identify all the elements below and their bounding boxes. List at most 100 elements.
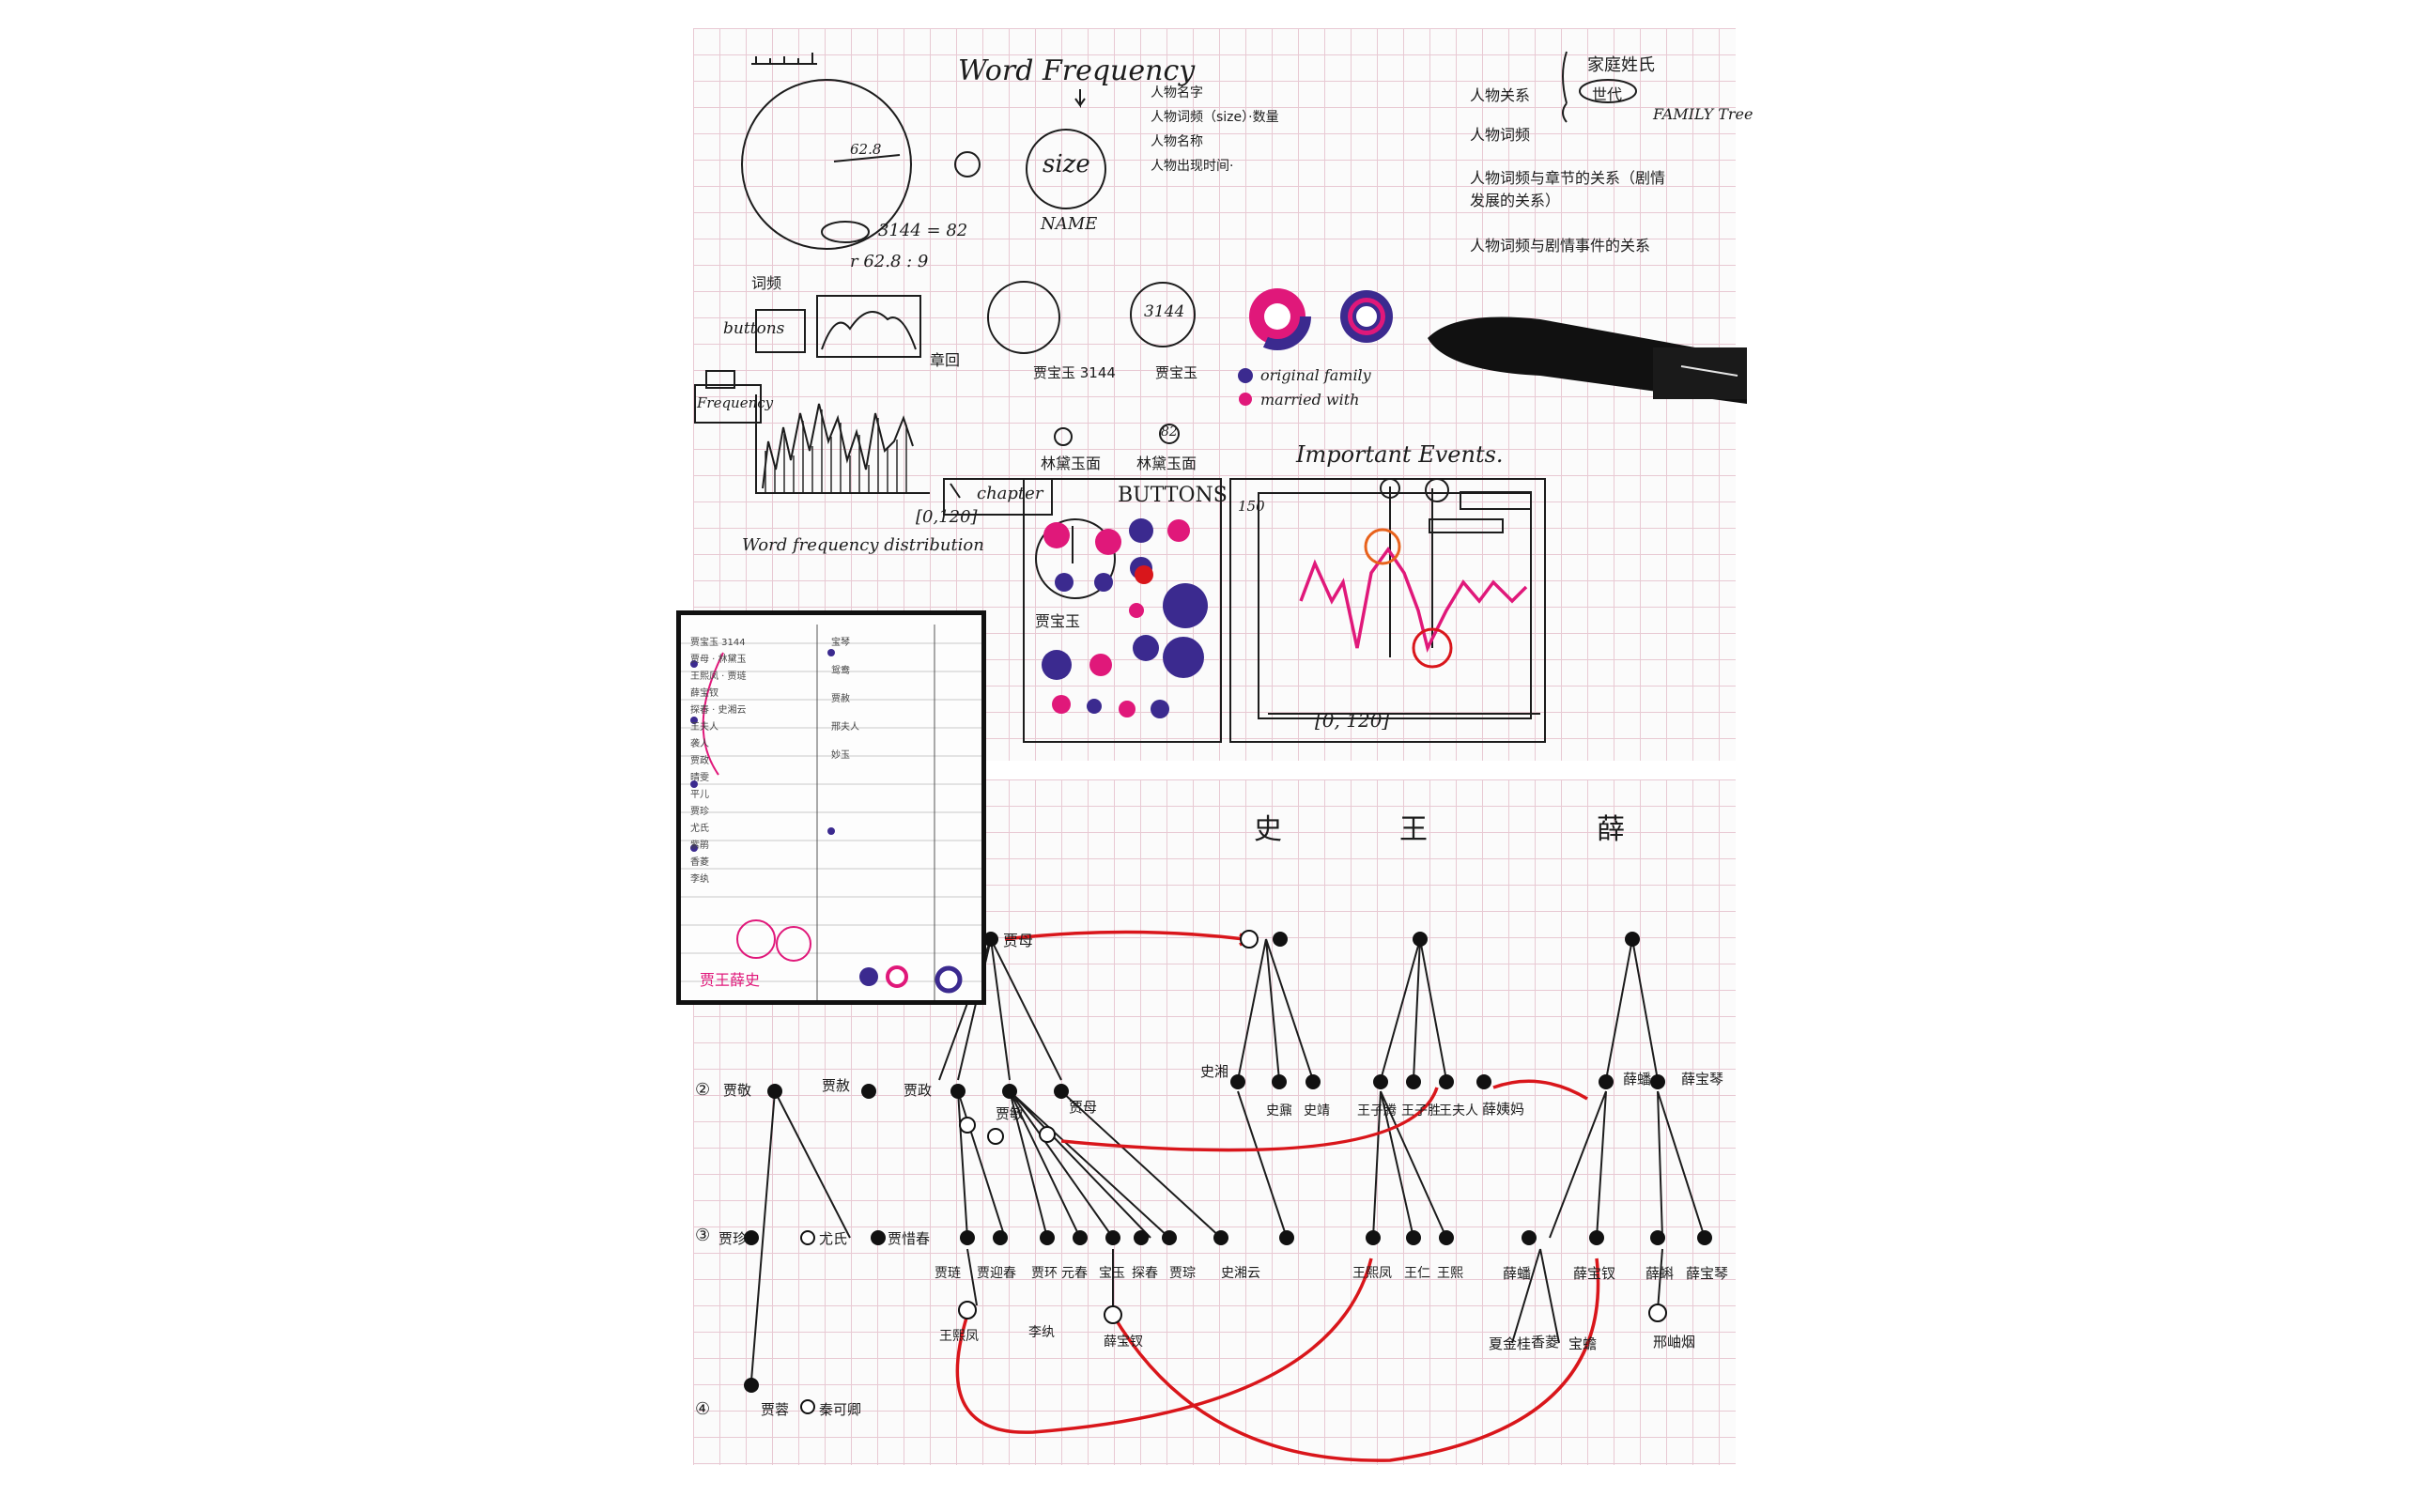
inset-row: 紫鹃 xyxy=(690,841,709,851)
gen3-label: 尤氏 xyxy=(819,1230,848,1247)
gen2-label: 薛姨妈 xyxy=(1482,1101,1525,1118)
inset-row: 贾政 xyxy=(690,756,709,766)
mid-list-item: 人物词频（size）·数量 xyxy=(1151,110,1279,125)
gen3-label: 薛宝琴 xyxy=(1686,1265,1729,1282)
gen4-label: 薛宝钗 xyxy=(1104,1335,1143,1350)
surname-wang: 王 xyxy=(1399,813,1428,846)
inset-row: 香菱 xyxy=(690,857,709,868)
gen2-label: 贾母 xyxy=(1069,1099,1098,1116)
events-panel-title: Important Events. xyxy=(1296,441,1504,468)
gen3-label: 宝玉 xyxy=(1099,1266,1125,1281)
size-circle xyxy=(1026,129,1106,209)
inset-row: 邢夫人 xyxy=(831,722,859,733)
inset-row: 尤氏 xyxy=(690,824,709,834)
gen2-label: 史湘 xyxy=(1200,1063,1229,1080)
events-xrange: [0, 120] xyxy=(1315,709,1390,732)
row-mark-4: ④ xyxy=(695,1399,711,1419)
inset-row: 王夫人 xyxy=(690,722,718,733)
root-node-label: 贾母 xyxy=(1003,932,1034,949)
size-label: size xyxy=(1043,150,1090,178)
inset-row: 晴雯 xyxy=(690,773,709,783)
inset-row: 贾母 · 林黛玉 xyxy=(690,655,747,665)
legend-married: married with xyxy=(1260,391,1360,409)
inset-notebook-photo: 贾宝玉 3144 贾母 · 林黛玉 王熙凤 · 贾琏 薛宝钗 探春 · 史湘云 … xyxy=(676,610,986,1005)
gen2-label: 贾敬 xyxy=(723,1082,752,1099)
mid-list-item: 人物出现时间· xyxy=(1151,159,1234,174)
right-list-item: 人物词频与剧情事件的关系 xyxy=(1470,237,1651,255)
gen2-label: 贾政 xyxy=(904,1082,933,1099)
inset-row: 李纨 xyxy=(690,874,709,885)
inset-row: 袭人 xyxy=(690,739,709,749)
gen2-label: 王子腾 xyxy=(1357,1103,1397,1119)
gen3-label: 贾琮 xyxy=(1169,1266,1196,1281)
legend-circle-label-1: 贾宝玉 3144 xyxy=(1033,364,1116,381)
gen3-label: 薛宝钗 xyxy=(1573,1265,1616,1282)
inset-row: 宝琴 xyxy=(831,638,850,648)
surname-shi: 史 xyxy=(1254,813,1282,846)
legend-circle-label-2: 贾宝玉 xyxy=(1155,364,1198,381)
buttons-panel-name: 贾宝玉 xyxy=(1035,612,1081,630)
frequency-xrange: [0,120] xyxy=(916,507,978,527)
inset-row: 薛宝钗 xyxy=(690,688,718,699)
name-label: NAME xyxy=(1041,214,1098,234)
family-label-1: 家庭姓氏 xyxy=(1587,55,1655,75)
gen4-label: 贾蓉 xyxy=(761,1401,790,1418)
gen3-label: 探春 xyxy=(1132,1266,1158,1281)
gen2-label: 史靖 xyxy=(1304,1103,1330,1119)
family-tree-lines xyxy=(750,938,1706,1381)
gen3-label: 王熙凤 xyxy=(1352,1266,1392,1281)
tree-nodes xyxy=(744,930,1712,1414)
legend-original: original family xyxy=(1260,366,1371,384)
inset-row: 平儿 xyxy=(690,790,709,800)
gen3-label: 贾琏 xyxy=(935,1266,961,1281)
buttons-panel-label-a: 林黛玉面 xyxy=(1041,455,1102,472)
gen2-label: 薛蟠 xyxy=(1623,1071,1652,1088)
gen4-label: 李纨 xyxy=(1028,1325,1055,1340)
row-mark-3: ③ xyxy=(695,1226,711,1245)
chapter-label: chapter xyxy=(977,484,1043,503)
gen3-label: 贾珍 xyxy=(718,1230,748,1247)
gen3-label: 王仁 xyxy=(1404,1266,1430,1281)
gen3-label: 元春 xyxy=(1061,1266,1088,1281)
big-circle xyxy=(741,79,912,250)
gen3-label: 薛蟠 xyxy=(1503,1265,1532,1282)
buttons-panel-title: BUTTONS xyxy=(1118,484,1228,507)
buttons-panel-count: 82 xyxy=(1161,424,1178,440)
chapter-cn-label: 章回 xyxy=(930,351,961,369)
row-mark-2: ② xyxy=(695,1080,711,1100)
mid-list-item: 人物名字 xyxy=(1151,85,1203,100)
inset-row: 妙玉 xyxy=(831,750,850,761)
inset-row: 贾珍 xyxy=(690,807,709,817)
gen4-label: 秦可卿 xyxy=(819,1401,862,1418)
inset-row: 鸳鸯 xyxy=(831,666,850,676)
events-ylabel: 150 xyxy=(1238,498,1265,515)
events-line xyxy=(1299,546,1528,654)
inset-row: 探春 · 史湘云 xyxy=(690,705,747,716)
family-label-2: 世代 xyxy=(1592,85,1623,103)
gen3-label: 贾环 xyxy=(1031,1266,1058,1281)
formula-line-1: 3144 = 82 xyxy=(878,221,968,240)
mid-list-item: 人物名称 xyxy=(1151,134,1203,149)
gen2-label: 贾赦 xyxy=(822,1077,851,1094)
buttons-panel-dots xyxy=(1042,518,1208,718)
marker-pen xyxy=(1428,316,1747,404)
inset-lines xyxy=(681,625,981,1000)
gen2-label: 王夫人 xyxy=(1439,1103,1478,1119)
frequency-caption: Word frequency distribution xyxy=(742,535,984,555)
buttons-label: buttons xyxy=(723,319,785,338)
right-list-item: 人物词频与章节的关系（剧情发展的关系） xyxy=(1470,169,1666,209)
relation-arrows xyxy=(955,930,1600,1462)
gen4-label: 夏金桂 xyxy=(1489,1335,1532,1352)
right-list-item: 人物词频 xyxy=(1470,126,1531,144)
gen4-label: 王熙凤 xyxy=(939,1329,979,1344)
inset-row: 贾宝玉 3144 xyxy=(690,638,746,648)
gen2-label: 贾敏 xyxy=(996,1105,1025,1122)
family-label-3: FAMILY Tree xyxy=(1653,105,1753,123)
gen3-label: 王熙 xyxy=(1437,1266,1463,1281)
gen4-label: 宝蟾 xyxy=(1568,1335,1598,1352)
legend-circle-inner: 3144 xyxy=(1144,302,1185,321)
gen2-label: 薛宝琴 xyxy=(1681,1071,1724,1088)
small-freq-label: 词频 xyxy=(751,274,782,292)
inset-caption: 贾王薛史 xyxy=(700,971,761,989)
